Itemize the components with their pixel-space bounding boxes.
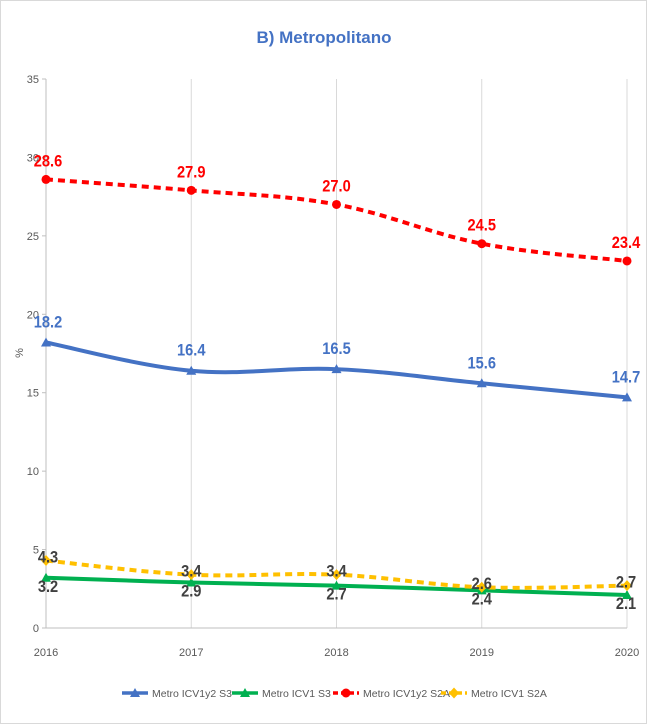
x-tick-label: 2020 [615, 647, 639, 659]
legend-label: Metro ICV1y2 S2A [363, 688, 450, 700]
data-label: 15.6 [468, 354, 497, 372]
y-tick-label: 20 [27, 309, 39, 321]
data-label: 24.5 [468, 217, 497, 235]
data-point-0-1 [186, 365, 197, 375]
legend-label: Metro ICV1y2 S3 [152, 688, 232, 700]
data-label: 16.4 [177, 342, 206, 360]
y-tick-label: 10 [27, 466, 39, 478]
y-axis-label: % [14, 348, 26, 358]
x-tick-label: 2017 [179, 647, 203, 659]
data-label: 16.5 [322, 340, 351, 358]
legend-label: Metro ICV1 S3 [262, 688, 331, 700]
y-tick-label: 0 [33, 623, 39, 635]
y-tick-label: 5 [33, 545, 39, 557]
data-point-3-4 [622, 580, 632, 592]
data-label: 27.0 [322, 178, 351, 196]
x-tick-label: 2018 [324, 647, 348, 659]
data-point-2-4 [622, 256, 632, 266]
data-label: 14.7 [612, 368, 641, 386]
data-label: 2.7 [326, 586, 346, 604]
data-label: 2.6 [472, 575, 492, 593]
data-point-0-4 [622, 392, 632, 402]
legend-marker-0 [130, 688, 140, 697]
y-tick-label: 30 [27, 152, 39, 164]
data-label: 4.3 [38, 549, 58, 567]
data-label: 2.9 [181, 583, 201, 601]
x-tick-label: 2019 [470, 647, 494, 659]
y-tick-label: 35 [27, 74, 39, 86]
legend-label: Metro ICV1 S2A [471, 688, 547, 700]
data-point-0-3 [476, 378, 487, 388]
data-point-3-2 [331, 569, 342, 581]
chart-title: B) Metropolitano [256, 28, 391, 47]
data-point-1-2 [331, 580, 342, 590]
data-point-1-4 [622, 590, 632, 600]
data-point-2-3 [477, 239, 487, 249]
data-label: 18.2 [34, 314, 63, 332]
data-point-3-3 [476, 581, 487, 593]
data-label: 3.2 [38, 578, 58, 596]
data-point-3-1 [186, 569, 197, 581]
data-point-1-1 [186, 577, 197, 587]
data-label: 3.4 [181, 563, 201, 581]
data-point-1-0 [41, 572, 51, 582]
legend-marker-3 [449, 687, 459, 699]
data-point-2-1 [186, 185, 196, 195]
data-label: 2.7 [616, 574, 636, 592]
data-point-2-2 [332, 199, 341, 209]
legend-marker-2 [341, 688, 351, 698]
data-label: 3.4 [326, 563, 346, 581]
data-point-0-0 [41, 337, 51, 347]
x-tick-label: 2016 [34, 647, 58, 659]
data-point-3-0 [41, 555, 51, 567]
data-point-2-0 [41, 174, 51, 184]
legend-marker-1 [240, 688, 250, 697]
data-label: 28.6 [34, 152, 63, 170]
data-label: 23.4 [612, 234, 641, 252]
data-label: 27.9 [177, 163, 206, 181]
data-point-0-2 [331, 364, 342, 374]
y-tick-label: 25 [27, 231, 39, 243]
data-label: 2.1 [616, 595, 636, 613]
y-tick-label: 15 [27, 388, 39, 400]
data-label: 2.4 [472, 590, 492, 608]
